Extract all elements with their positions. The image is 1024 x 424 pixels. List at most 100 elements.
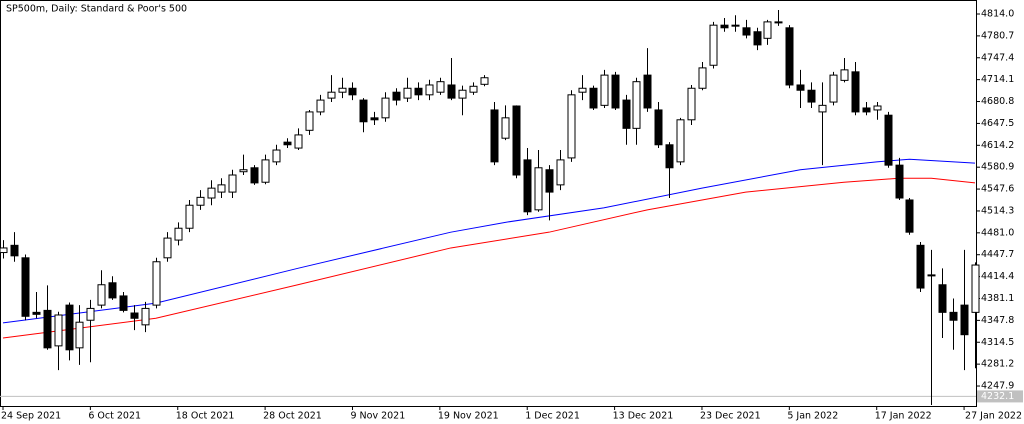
y-tick-label: 4447.7 — [981, 249, 1014, 260]
y-tick-label: 4547.6 — [981, 184, 1014, 195]
candle-body — [818, 104, 827, 113]
candle-body — [763, 21, 772, 39]
candle-body — [622, 99, 631, 129]
y-tick-label: 4614.2 — [981, 140, 1014, 151]
x-tick-label: 27 Jan 2022 — [965, 411, 1022, 422]
candle-body — [720, 24, 729, 29]
candle-body — [97, 284, 106, 306]
candle-body — [250, 167, 259, 184]
candle-body — [949, 311, 958, 321]
candle-body — [654, 109, 663, 146]
candle-body — [196, 196, 205, 206]
candle-body — [534, 167, 543, 211]
last-price-label: 4232.1 — [981, 391, 1014, 402]
candle-body — [75, 321, 84, 349]
candle-body — [545, 169, 554, 193]
x-tick-label: 9 Nov 2021 — [350, 411, 405, 422]
candle-body — [414, 87, 423, 96]
candle-body — [239, 169, 248, 173]
y-tick-label: 4780.7 — [981, 30, 1014, 41]
candle-body — [458, 89, 467, 99]
candle-body — [884, 114, 893, 166]
x-tick-label: 6 Oct 2021 — [88, 411, 141, 422]
candle-body — [960, 304, 969, 336]
candle-body — [185, 204, 194, 229]
candle-body — [392, 91, 401, 101]
candle-body — [21, 257, 30, 317]
y-tick-label: 4647.5 — [981, 118, 1014, 129]
last-price-box — [977, 390, 1023, 403]
candle-body — [905, 199, 914, 233]
candle-body — [698, 67, 707, 89]
candle-body — [54, 314, 63, 347]
candle-body — [971, 264, 980, 313]
y-tick-label: 4314.5 — [981, 337, 1014, 348]
candle-body — [86, 307, 95, 321]
candle-body — [600, 74, 609, 106]
candle-body — [862, 107, 871, 113]
y-tick-label: 4247.9 — [981, 381, 1014, 392]
candle-body — [687, 87, 696, 121]
moving-average — [2, 177, 976, 339]
candle-body — [425, 84, 434, 96]
candle-body — [829, 74, 838, 103]
candle-body — [643, 74, 652, 109]
candle-body — [338, 87, 347, 93]
y-tick-label: 4381.1 — [981, 293, 1014, 304]
x-tick-label: 18 Oct 2021 — [176, 411, 235, 422]
candle-body — [174, 227, 183, 241]
candle-body — [523, 159, 532, 213]
candle-body — [370, 117, 379, 121]
candle-body — [480, 77, 489, 85]
candle-body — [731, 24, 740, 27]
candle-body — [938, 284, 947, 313]
candle-body — [108, 282, 117, 299]
x-tick-label: 28 Oct 2021 — [263, 411, 322, 422]
candle-body — [43, 309, 52, 349]
x-tick-label: 17 Jan 2022 — [875, 411, 932, 422]
candle-body — [895, 164, 904, 199]
candle-body — [436, 81, 445, 93]
candle-body — [774, 21, 783, 24]
candle-body — [469, 85, 478, 93]
candle-body — [665, 144, 674, 169]
candle-body — [119, 295, 128, 311]
candle-body — [348, 87, 357, 96]
candle-body — [512, 105, 521, 176]
candle-body — [403, 87, 412, 99]
candle-body — [927, 274, 936, 277]
candle-body — [141, 307, 150, 326]
candle-body — [305, 111, 314, 131]
candle-body — [272, 149, 281, 163]
candle-body — [207, 187, 216, 199]
candle-body — [676, 119, 685, 163]
candle-body — [840, 69, 849, 81]
candle-body — [283, 141, 292, 146]
y-tick-label: 4680.8 — [981, 96, 1014, 107]
candle-body — [785, 27, 794, 86]
candle-body — [501, 117, 510, 139]
candle-body — [294, 134, 303, 149]
candle-body — [796, 84, 805, 91]
candle-body — [578, 87, 587, 93]
candle-body — [611, 74, 620, 109]
candle-body — [65, 304, 74, 351]
chart-title: SP500m, Daily: Standard & Poor's 500 — [6, 4, 187, 15]
candle-body — [447, 84, 456, 99]
x-tick-label: 5 Jan 2022 — [787, 411, 838, 422]
candle-body — [316, 99, 325, 113]
candle-body — [359, 99, 368, 123]
candle-body — [228, 174, 237, 193]
candle-body — [709, 24, 718, 66]
candle-body — [490, 109, 499, 163]
candle-body — [567, 94, 576, 159]
candle-body — [327, 91, 336, 99]
candle-body — [130, 312, 139, 319]
candle-body — [742, 27, 751, 36]
y-tick-label: 4747.4 — [981, 52, 1014, 63]
candle-body — [632, 81, 641, 129]
candle-body — [217, 184, 226, 193]
y-tick-label: 4514.3 — [981, 205, 1014, 216]
x-tick-label: 1 Dec 2021 — [525, 411, 580, 422]
